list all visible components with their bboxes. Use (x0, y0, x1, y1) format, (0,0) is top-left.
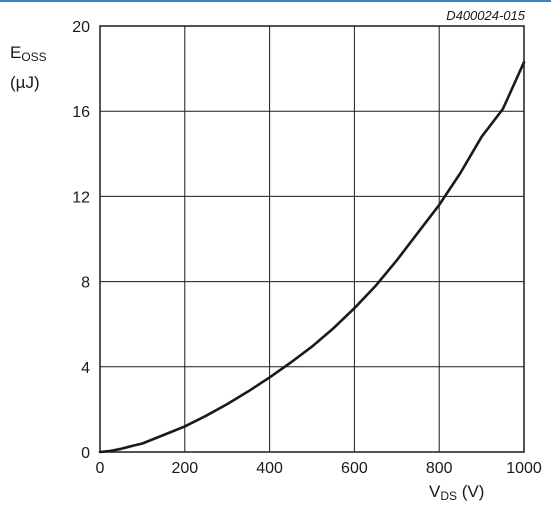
x-axis-unit: (V) (461, 482, 485, 501)
x-tick-label-200: 200 (171, 460, 198, 477)
x-tick-label-400: 400 (256, 460, 283, 477)
x-axis-symbol: V (429, 482, 441, 501)
top-rule (0, 0, 551, 2)
y-axis-subscript: OSS (21, 50, 47, 64)
y-tick-label-12: 12 (72, 189, 90, 206)
x-tick-label-0: 0 (96, 460, 105, 477)
figure-id: D400024-015 (446, 8, 525, 23)
y-axis-label: EOSS (µJ) (10, 40, 47, 96)
y-axis-symbol: E (10, 43, 22, 62)
y-tick-label-0: 0 (81, 445, 90, 462)
plot-frame (99, 25, 525, 453)
x-tick-label-800: 800 (426, 460, 453, 477)
y-tick-label-20: 20 (72, 19, 90, 36)
x-axis-label: VDS (V) (429, 482, 484, 503)
x-tick-label-600: 600 (341, 460, 368, 477)
tick-labels: 0 200 400 600 800 1000 0 4 8 12 16 20 (72, 19, 542, 477)
y-axis-unit: (µJ) (10, 73, 40, 92)
grid (100, 26, 524, 452)
y-tick-label-8: 8 (81, 275, 90, 292)
x-axis-subscript: DS (440, 489, 458, 503)
y-tick-label-4: 4 (81, 360, 90, 377)
series-line (98, 60, 526, 454)
x-tick-label-1000: 1000 (506, 460, 542, 477)
y-tick-label-16: 16 (72, 104, 90, 121)
